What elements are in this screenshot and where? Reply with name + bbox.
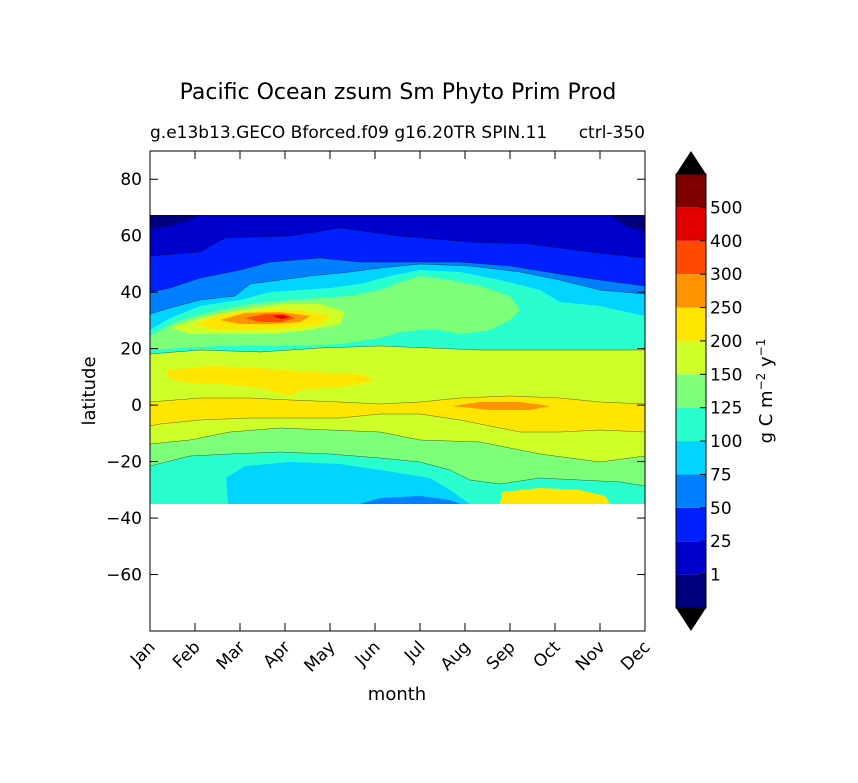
x-tick-label: Apr [260,637,295,672]
colorbar-label-main: g C m [756,390,777,443]
colorbar-tick-label: 25 [710,532,732,552]
x-tick-label: Nov [572,637,610,675]
colorbar-label-exp1: −2 [754,373,768,391]
plot-frame [149,150,646,632]
y-tick-label: 40 [120,283,142,303]
y-tick-label: 80 [120,170,142,190]
y-tick-label: −20 [106,453,142,473]
x-tick-label: Aug [437,637,475,675]
colorbar-segment [676,441,706,475]
y-tick-label: 60 [120,227,142,247]
colorbar-tick-label: 75 [710,465,732,485]
colorbar-tick-label: 300 [710,265,742,285]
contour-band-400-500-north-spot [272,315,290,319]
colorbar-label-mid: y [756,356,777,373]
colorbar-segment [676,474,706,508]
colorbar-tick-label: 200 [710,332,742,352]
x-tick-label: Feb [169,637,204,672]
colorbar-segment [676,240,706,275]
colorbar-segment [676,374,706,408]
plot-area: 80 60 40 20 0 −20 −40 −60 Jan Feb Mar Apr May Jun Jul… [106,150,655,676]
y-axis-label: latitude [79,356,100,425]
x-tick-label: Mar [213,637,250,674]
y-tick-label: −60 [106,566,142,586]
colorbar-segment [676,174,706,208]
contour-band-lower-75 [226,462,470,504]
y-axis: 80 60 40 20 0 −20 −40 −60 [106,170,645,586]
contour-band-lower-yellow [500,488,610,504]
colorbar-segment [676,207,706,241]
y-tick-label: 0 [131,396,142,416]
contour-band-lower-50 [360,496,460,504]
colorbar-under-arrow [676,608,706,631]
colorbar-segment [676,307,706,341]
y-tick-label: −40 [106,509,142,529]
colorbar-tick-label: 50 [710,499,732,519]
colorbar-tick-label: 100 [710,432,742,452]
x-tick-label: Oct [530,637,565,672]
contour-field [150,215,645,504]
x-axis-label: month [368,684,426,705]
colorbar-tick-label: 500 [710,198,742,218]
colorbar-segments [675,173,707,609]
colorbar-segment [676,274,706,308]
colorbar-label-exp2: −1 [754,339,768,357]
colorbar-tick-label: 250 [710,299,742,319]
colorbar-segment [676,407,706,442]
colorbar-segment [676,340,706,375]
colorbar-tick-label: 400 [710,232,742,252]
colorbar-segment [676,541,706,575]
chart-subtitle-right: ctrl-350 [579,123,645,143]
x-tick-label: Sep [483,637,520,674]
contour-band-250-300-equator [452,402,550,410]
colorbar-tick-label: 1 [710,566,721,586]
x-tick-label: May [301,637,340,676]
x-tick-label: Jun [351,637,385,671]
x-tick-label: Dec [617,637,654,674]
colorbar-segment [676,574,706,608]
colorbar-tick-label: 150 [710,365,742,385]
x-tick-label: Jan [126,637,159,670]
chart-title: Pacific Ocean zsum Sm Phyto Prim Prod [180,80,617,105]
chart-subtitle-left: g.e13b13.GECO Bforced.f09 g16.20TR SPIN.… [150,123,547,143]
colorbar-over-arrow [676,151,706,174]
contour-band-200-250-north [166,366,375,396]
colorbar-label: g C m−2 y−1 [754,339,777,444]
colorbar-tick-label: 125 [710,399,742,419]
contour-lines [150,227,645,487]
colorbar-segment [676,507,706,542]
x-tick-label: Jul [400,637,429,666]
y-tick-label: 20 [120,340,142,360]
